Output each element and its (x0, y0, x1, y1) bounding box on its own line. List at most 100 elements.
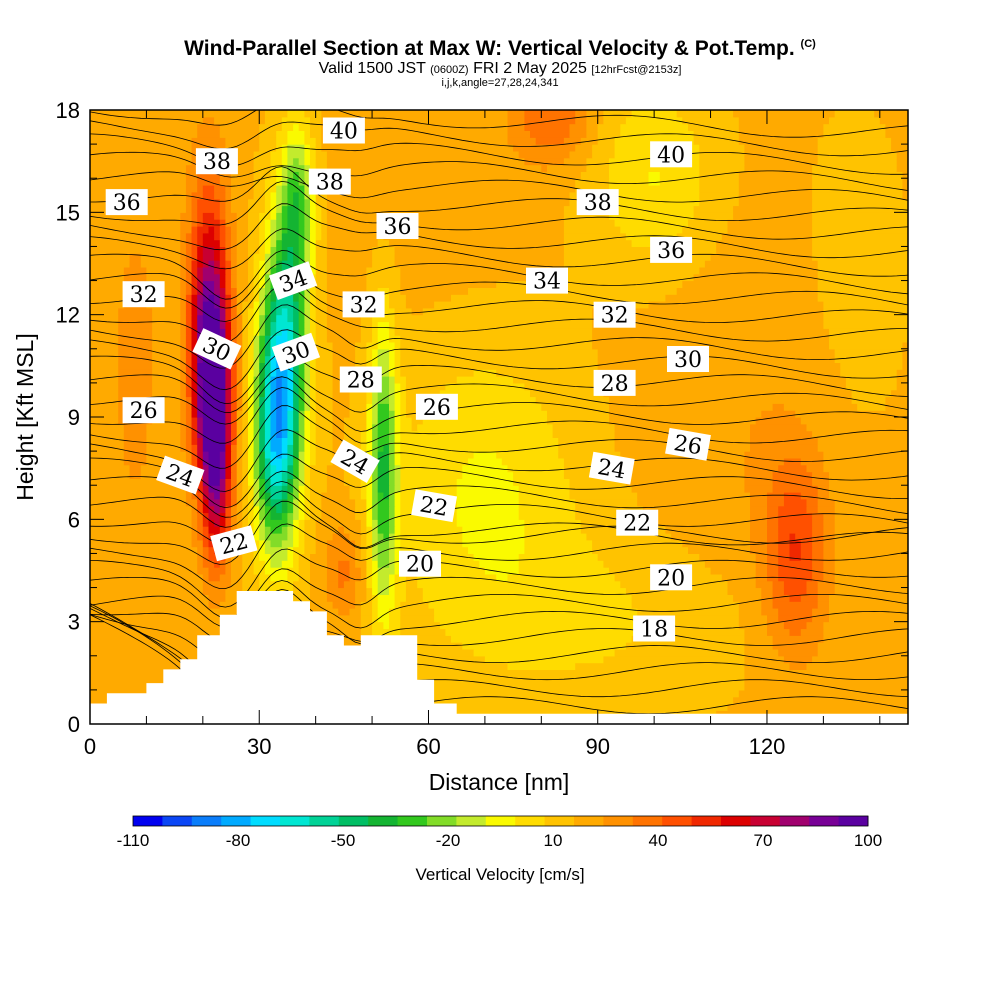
velocity-cell (202, 273, 221, 282)
velocity-cell (360, 621, 373, 630)
velocity-cell (253, 567, 266, 575)
velocity-cell (738, 621, 768, 630)
velocity-cell (812, 533, 824, 541)
velocity-cell (631, 601, 740, 609)
velocity-cell (400, 437, 559, 445)
velocity-cell (90, 410, 119, 418)
velocity-cell (823, 573, 836, 582)
velocity-cell (829, 335, 908, 343)
velocity-cell (462, 464, 508, 473)
velocity-cell (197, 185, 204, 193)
y-tick-label: 18 (56, 98, 80, 123)
velocity-cell (400, 608, 435, 616)
y-tick-label: 6 (68, 507, 80, 532)
velocity-cell (755, 580, 774, 589)
velocity-cell (304, 485, 311, 493)
velocity-cell (304, 396, 311, 404)
velocity-cell (321, 144, 514, 152)
velocity-cell (755, 567, 768, 575)
velocity-cell (185, 185, 198, 193)
velocity-cell (293, 410, 300, 418)
velocity-cell (180, 335, 187, 343)
velocity-cell (783, 621, 808, 630)
velocity-cell (287, 219, 300, 227)
velocity-cell (326, 273, 367, 282)
velocity-cell (304, 205, 311, 213)
velocity-cell (264, 430, 272, 438)
velocity-cell (253, 533, 260, 541)
velocity-cell (264, 437, 272, 445)
velocity-cell (180, 253, 187, 261)
velocity-cell (253, 294, 260, 302)
velocity-cell (326, 157, 525, 166)
velocity-cell (259, 130, 277, 138)
velocity-cell (293, 478, 300, 486)
velocity-cell (693, 130, 740, 138)
velocity-cell (468, 457, 503, 466)
velocity-cell (180, 314, 187, 323)
velocity-cell (372, 417, 379, 425)
velocity-cell (270, 239, 277, 247)
velocity-cell (197, 301, 204, 309)
velocity-cell (750, 423, 807, 432)
colorbar-swatch (368, 816, 399, 826)
velocity-cell (812, 573, 824, 582)
velocity-cell (812, 546, 824, 554)
velocity-cell (276, 314, 289, 323)
velocity-cell (772, 580, 785, 589)
velocity-cell (180, 437, 187, 445)
velocity-cell (270, 260, 277, 268)
velocity-cell (287, 437, 294, 445)
velocity-cell (840, 362, 903, 370)
velocity-cell (389, 348, 396, 357)
velocity-cell (191, 253, 198, 261)
velocity-cell (366, 560, 373, 568)
velocity-cell (123, 437, 147, 445)
velocity-cell (214, 246, 221, 254)
velocity-cell (806, 587, 819, 595)
velocity-cell (259, 396, 266, 404)
velocity-cell (315, 355, 334, 363)
velocity-cell (281, 246, 288, 254)
velocity-cell (372, 573, 379, 582)
velocity-cell (772, 635, 824, 643)
velocity-cell (202, 492, 209, 500)
velocity-cell (225, 232, 232, 241)
velocity-cell (315, 307, 328, 316)
velocity-cell (185, 355, 193, 363)
velocity-cell (360, 601, 373, 609)
velocity-cell (676, 232, 723, 241)
velocity-cell (304, 505, 311, 514)
velocity-cell (383, 621, 390, 630)
velocity-cell (315, 253, 328, 261)
velocity-cell (293, 519, 300, 527)
velocity-cell (185, 273, 193, 282)
x-axis-label: Distance [nm] (429, 769, 570, 795)
velocity-cell (569, 492, 638, 500)
velocity-cell (738, 123, 824, 131)
velocity-cell (377, 567, 396, 575)
velocity-cell (253, 519, 260, 527)
velocity-cell (253, 314, 260, 323)
velocity-cell (637, 492, 751, 500)
velocity-cell (185, 362, 193, 370)
colorbar-swatch (397, 816, 428, 826)
velocity-cell (90, 437, 125, 445)
velocity-cell (834, 553, 908, 561)
velocity-cell (225, 280, 232, 288)
velocity-cell (377, 335, 390, 343)
velocity-cell (315, 546, 328, 554)
velocity-cell (310, 205, 317, 213)
velocity-cell (377, 587, 390, 595)
velocity-cell (281, 485, 288, 493)
velocity-cell (180, 273, 187, 282)
velocity-cell (146, 266, 181, 275)
velocity-cell (676, 287, 819, 295)
velocity-cell (231, 273, 238, 282)
velocity-cell (231, 376, 238, 384)
velocity-cell (90, 376, 119, 384)
velocity-cell (214, 191, 226, 200)
velocity-cell (185, 342, 193, 350)
velocity-cell (389, 573, 396, 582)
velocity-cell (761, 601, 774, 609)
